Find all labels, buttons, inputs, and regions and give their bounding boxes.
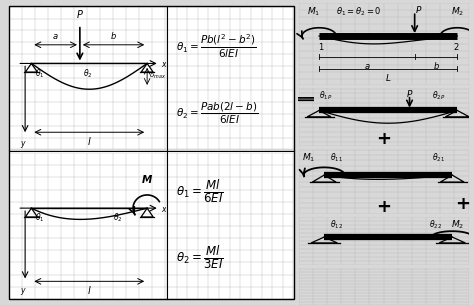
Text: M: M — [142, 175, 152, 185]
Text: +: + — [376, 131, 392, 149]
Text: $\theta_2 = \dfrac{Ml}{3EI}$: $\theta_2 = \dfrac{Ml}{3EI}$ — [176, 245, 224, 271]
Text: a: a — [53, 31, 58, 41]
Text: $\theta_{21}$: $\theta_{21}$ — [432, 151, 445, 164]
Text: b: b — [433, 62, 438, 70]
Text: L: L — [386, 74, 391, 83]
Text: $M_1$: $M_1$ — [307, 5, 320, 18]
Text: y: y — [20, 286, 24, 295]
Text: $\theta_2 = \dfrac{Pab(2l-b)}{6lEI}$: $\theta_2 = \dfrac{Pab(2l-b)}{6lEI}$ — [176, 101, 258, 126]
Text: $\theta_{12}$: $\theta_{12}$ — [330, 218, 343, 231]
Text: P: P — [407, 90, 412, 99]
Text: $\theta_{1P}$: $\theta_{1P}$ — [319, 90, 333, 102]
Text: $\delta_{max}$: $\delta_{max}$ — [149, 71, 166, 81]
Text: P: P — [415, 5, 421, 15]
Text: $\theta_{22}$: $\theta_{22}$ — [428, 218, 442, 231]
Text: 1: 1 — [318, 43, 323, 52]
Text: +: + — [376, 198, 392, 216]
Text: l: l — [88, 137, 91, 146]
Text: a: a — [365, 62, 369, 70]
Text: 2: 2 — [453, 43, 458, 52]
Text: x: x — [161, 60, 166, 69]
Text: $M_1$: $M_1$ — [302, 151, 315, 164]
Text: $\theta_1 = \theta_2 = 0$: $\theta_1 = \theta_2 = 0$ — [336, 5, 381, 18]
Text: y: y — [20, 139, 24, 149]
Text: $M_2$: $M_2$ — [451, 5, 464, 18]
Text: P: P — [77, 10, 83, 20]
Text: x: x — [161, 205, 166, 214]
Text: $\theta_2$: $\theta_2$ — [113, 211, 122, 224]
Text: $\theta_1$: $\theta_1$ — [35, 68, 44, 80]
Text: $M_2$: $M_2$ — [451, 218, 464, 231]
Text: b: b — [111, 31, 116, 41]
Text: l: l — [88, 286, 91, 296]
Text: $\theta_{11}$: $\theta_{11}$ — [330, 151, 343, 164]
Text: $\theta_{2P}$: $\theta_{2P}$ — [432, 90, 445, 102]
Text: $\theta_1$: $\theta_1$ — [35, 211, 44, 224]
Text: ‖: ‖ — [298, 93, 313, 101]
Text: $\theta_1 = \dfrac{Ml}{6EI}$: $\theta_1 = \dfrac{Ml}{6EI}$ — [176, 179, 224, 205]
Text: $\theta_2$: $\theta_2$ — [83, 68, 92, 80]
Text: $\theta_1 = \dfrac{Pb(l^2-b^2)}{6lEI}$: $\theta_1 = \dfrac{Pb(l^2-b^2)}{6lEI}$ — [176, 33, 256, 60]
Text: +: + — [455, 195, 470, 213]
